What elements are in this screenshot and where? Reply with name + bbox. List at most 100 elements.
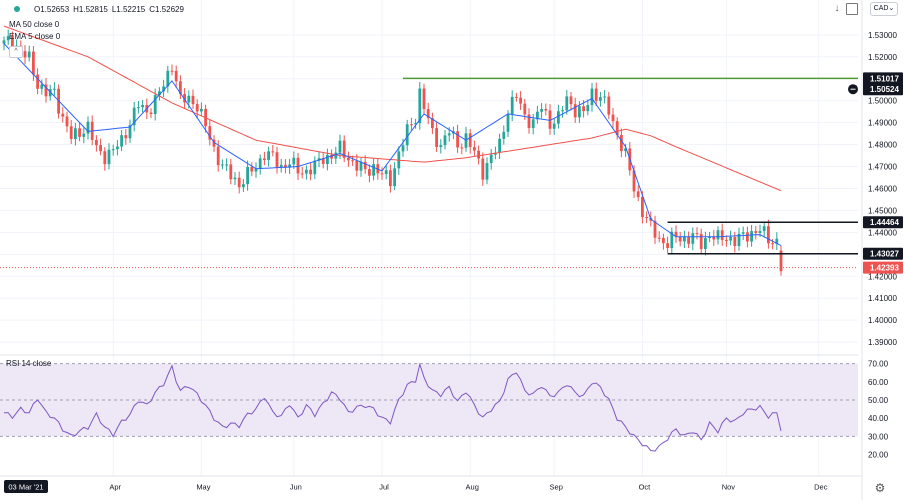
candle-body [208,126,212,140]
candle-body [746,232,749,242]
candle-body [405,124,409,146]
candle-body [611,114,615,122]
candle-body [200,108,203,112]
candle-body [561,110,564,112]
time-axis[interactable]: 03 Mar '21 Apr May Jun Jul Aug Sep Oct Nov Dec [0,0,863,500]
rsi-panel [0,362,858,452]
price-label-box [863,216,903,229]
candle-body [435,128,438,147]
price-labels: 1.51017 1.50524 1.44464 1.43027 1.42393 [848,72,903,274]
time-tick-label: Aug [466,483,479,492]
candle-body [754,231,758,233]
candle-body [758,231,762,233]
candle-body [632,170,636,192]
candle-body [737,233,741,246]
candle-body [338,140,342,153]
collapse-legend-button[interactable]: ^ [9,46,23,58]
candle-body [477,150,480,159]
price-label-text: 1.50524 [870,85,899,94]
candle-body [183,94,186,103]
price-tick-label: 1.47000 [868,163,897,172]
candle-body [359,161,363,171]
candle-body [284,164,287,168]
candle-body [334,152,338,159]
time-tick-label: Jul [379,483,389,492]
candle-body [603,96,606,98]
settings-gear-icon[interactable]: ⚙ [874,481,886,495]
price-label-box [863,247,903,260]
candle-body [321,158,325,164]
candle-body [494,152,497,155]
indicator-ema-label[interactable]: EMA 5 close 0 [9,32,61,41]
candle-body [317,158,321,161]
legend-header: O1.52653 H1.52815 L1.52215 C1.52629 [2,2,184,16]
price-tick-label: 1.44000 [868,228,897,237]
candle-body [372,164,375,176]
candle-body [779,250,783,272]
candle-body [300,173,304,175]
candle-body [263,158,266,161]
price-tick-label: 1.42000 [868,272,897,281]
candle-body [615,121,619,136]
candle-body [48,89,52,97]
candle-body [741,232,745,234]
candle-body [691,233,695,244]
candle-body [531,119,535,129]
candle-body [166,70,170,87]
candle-body [27,51,31,58]
ohlc-low: L1.52215 [111,4,146,14]
candle-body [221,164,224,166]
candle-body [557,111,560,124]
candle-body [775,238,779,244]
price-tick-label: 1.52000 [868,53,897,62]
candle-body [11,36,14,48]
candle-body [120,135,123,147]
candle-body [519,97,522,104]
ohlc-close: C1.52629 [149,4,184,14]
horizontal-levels [0,77,858,269]
candle-body [342,140,346,158]
candle-body [674,231,678,237]
candle-body [716,230,720,240]
candle-body [107,149,111,165]
candle-body [607,96,611,115]
ma50-line [3,25,782,192]
candle-body [666,243,669,248]
price-label-text: 1.51017 [870,74,899,83]
candle-body [128,125,132,139]
time-tick-label: Oct [639,483,652,492]
candle-body [523,103,527,115]
candle-body [2,40,6,44]
time-tick-label: Sep [550,483,563,492]
candle-body [225,164,228,166]
price-tick-label: 1.40000 [868,316,897,325]
time-tick-label: Jun [290,483,302,492]
download-icon[interactable]: ↓ [834,3,840,14]
fullscreen-icon[interactable] [846,3,858,15]
candle-body [233,177,237,180]
rsi-axis: 70.00 60.00 50.00 40.00 30.00 20.00 [868,360,889,460]
indicator-ma-label[interactable]: MA 50 close 0 [9,20,60,29]
candle-body [74,128,77,140]
candle-body [82,133,86,137]
time-tick-label: Dec [814,483,828,492]
currency-selector[interactable]: CAD⌄ [870,2,898,16]
candle-body [426,109,430,119]
candle-body [61,113,65,117]
candle-body [418,88,422,124]
candle-body [594,88,598,101]
candle-body [460,147,464,149]
rsi-line [4,362,782,452]
rsi-label[interactable]: RSI 14 close [6,359,52,368]
candle-body [565,96,569,111]
candle-body [347,157,350,161]
candle-body [288,164,291,168]
candle-body [153,95,157,115]
rsi-tick-label: 50.00 [868,396,889,405]
candle-body [657,237,661,239]
candle-body [683,237,686,242]
candle-body [481,158,485,180]
candle-body [250,166,254,172]
candle-body [271,151,275,153]
